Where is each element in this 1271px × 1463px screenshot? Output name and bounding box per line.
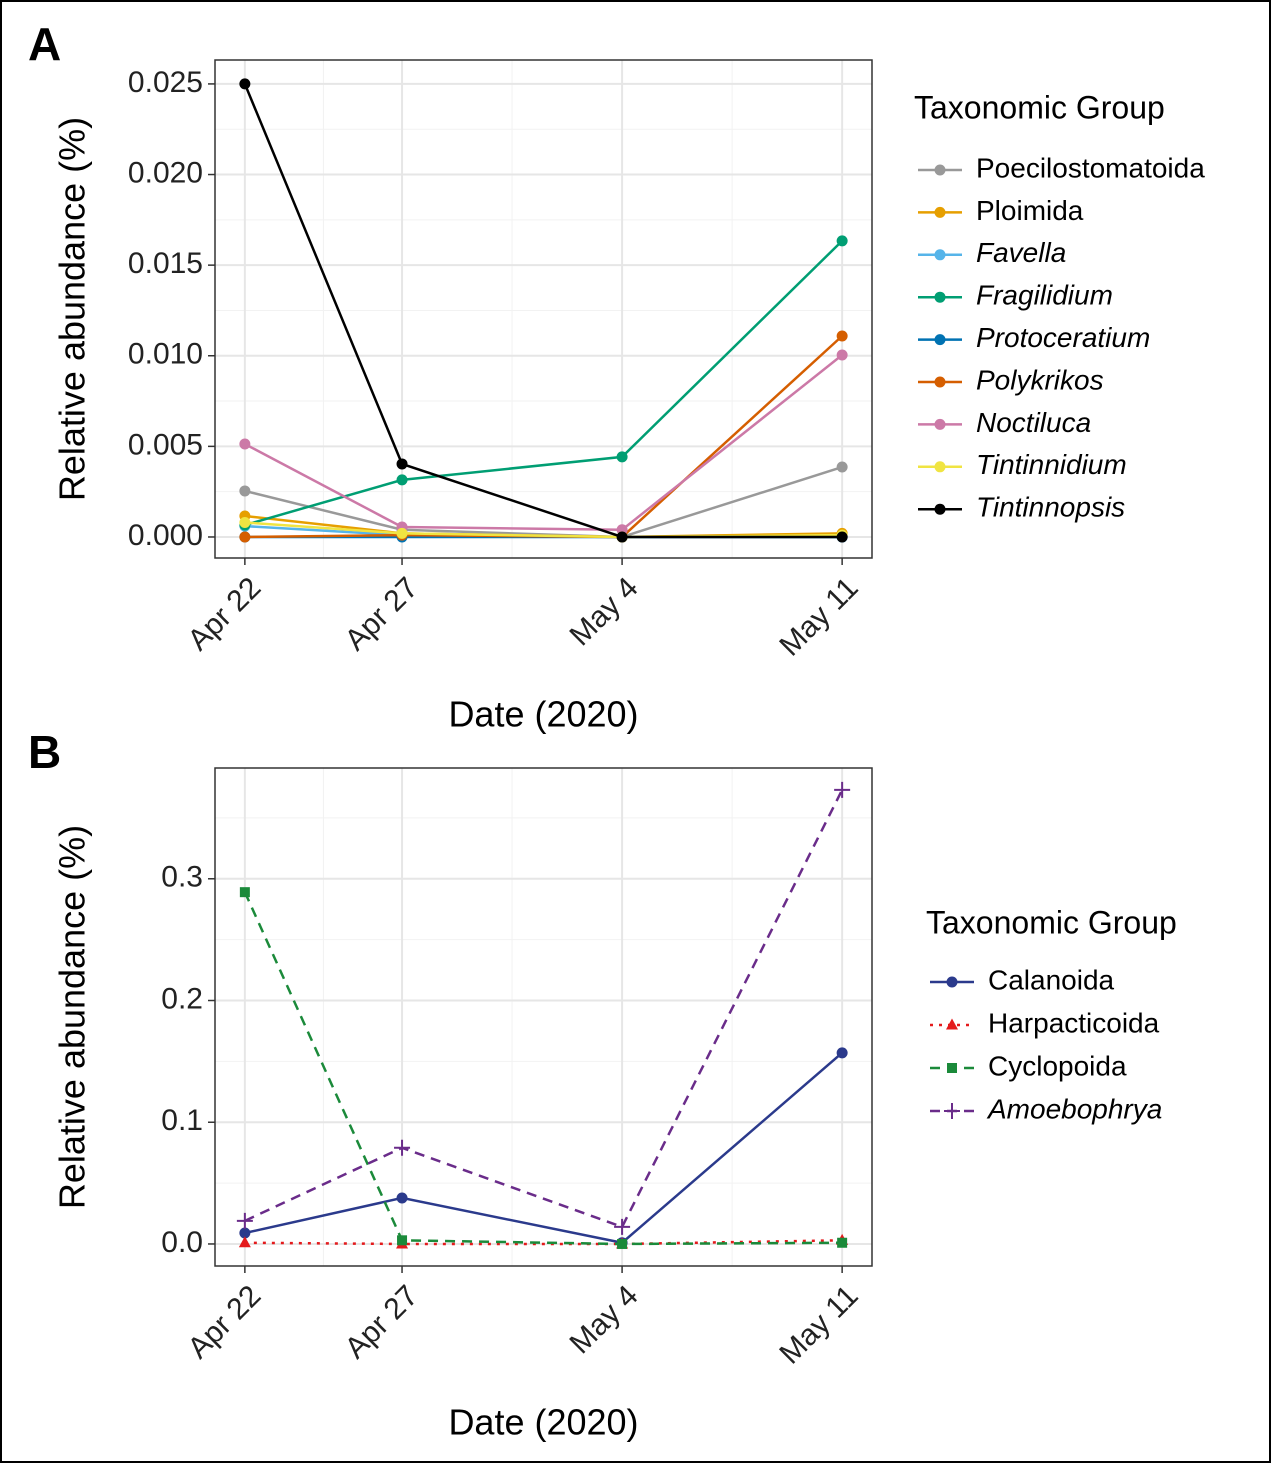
panel-label: A	[28, 18, 61, 70]
panel-label: B	[28, 726, 61, 778]
y-tick-label: 0.0	[161, 1226, 203, 1259]
point	[396, 458, 408, 470]
point	[616, 451, 628, 463]
legend-label: Calanoida	[988, 964, 1115, 995]
point	[836, 330, 848, 342]
plot-background	[215, 60, 872, 558]
point	[239, 887, 250, 898]
x-axis-title: Date (2020)	[448, 694, 638, 735]
y-tick-label: 0.010	[128, 338, 203, 371]
legend-key-marker	[934, 461, 946, 473]
point	[836, 235, 848, 247]
legend-label: Protoceratium	[976, 322, 1150, 353]
point	[836, 461, 848, 473]
legend-key-marker	[934, 206, 946, 218]
point	[836, 531, 848, 543]
point	[617, 1238, 628, 1249]
point	[239, 438, 251, 450]
y-tick-label: 0.000	[128, 519, 203, 552]
point	[836, 1047, 848, 1059]
legend-key-marker	[934, 418, 946, 430]
legend-key-marker	[946, 976, 958, 988]
legend-key-marker	[934, 249, 946, 261]
series-line	[244, 1051, 843, 1245]
legend-title: Taxonomic Group	[926, 904, 1177, 940]
legend-key-marker	[946, 1018, 958, 1030]
y-tick-label: 0.005	[128, 428, 203, 461]
series-line	[244, 789, 844, 1229]
point	[394, 1139, 411, 1156]
point	[239, 78, 251, 90]
y-tick-label: 0.1	[161, 1104, 203, 1137]
plot-border	[214, 767, 873, 1267]
y-axis-title: Relative abundance (%)	[52, 825, 93, 1209]
plot-background	[215, 768, 872, 1266]
legend-label: Polykrikos	[976, 364, 1104, 395]
legend-label: Tintinnidium	[976, 449, 1127, 480]
series-line	[244, 465, 843, 539]
legend-label: Noctiluca	[976, 407, 1091, 438]
point	[834, 781, 851, 798]
y-tick-label: 0.2	[161, 982, 203, 1015]
point	[239, 1227, 251, 1239]
point	[836, 349, 848, 361]
y-tick-label: 0.3	[161, 861, 203, 894]
legend-key-marker	[934, 503, 946, 515]
y-axis-title: Relative abundance (%)	[52, 117, 93, 501]
legend-title: Taxonomic Group	[914, 89, 1165, 125]
legend-label: Cyclopoida	[988, 1050, 1127, 1081]
legend-key-marker	[934, 164, 946, 176]
legend-key-marker	[944, 1103, 960, 1119]
point	[397, 1235, 408, 1246]
point	[239, 516, 251, 528]
point	[239, 531, 251, 543]
point	[238, 1236, 251, 1248]
legend-key-marker	[934, 334, 946, 346]
legend-key-marker	[947, 1063, 957, 1073]
y-tick-label: 0.015	[128, 247, 203, 280]
series-line	[244, 354, 843, 531]
series-line	[244, 239, 844, 527]
point	[616, 531, 628, 543]
point	[837, 1237, 848, 1248]
series-line	[243, 83, 843, 539]
legend-label: Harpacticoida	[988, 1007, 1160, 1038]
point	[614, 1218, 631, 1235]
legend-label: Tintinnopsis	[976, 492, 1125, 523]
x-axis-title: Date (2020)	[448, 1402, 638, 1443]
point	[396, 527, 408, 539]
series-line	[244, 1239, 843, 1246]
legend-key-marker	[934, 376, 946, 388]
legend-label: Fragilidium	[976, 280, 1113, 311]
legend-label: Amoebophrya	[986, 1093, 1162, 1124]
point	[396, 474, 408, 486]
legend-label: Favella	[976, 237, 1066, 268]
series-line	[243, 891, 843, 1246]
legend-label: Poecilostomatoida	[976, 152, 1205, 183]
point	[236, 1212, 253, 1229]
y-tick-label: 0.025	[128, 66, 203, 99]
plot-border	[214, 59, 873, 559]
point	[396, 1192, 408, 1204]
y-tick-label: 0.020	[128, 156, 203, 189]
legend-key-marker	[934, 291, 946, 303]
point	[239, 485, 251, 497]
legend-label: Ploimida	[976, 195, 1084, 226]
